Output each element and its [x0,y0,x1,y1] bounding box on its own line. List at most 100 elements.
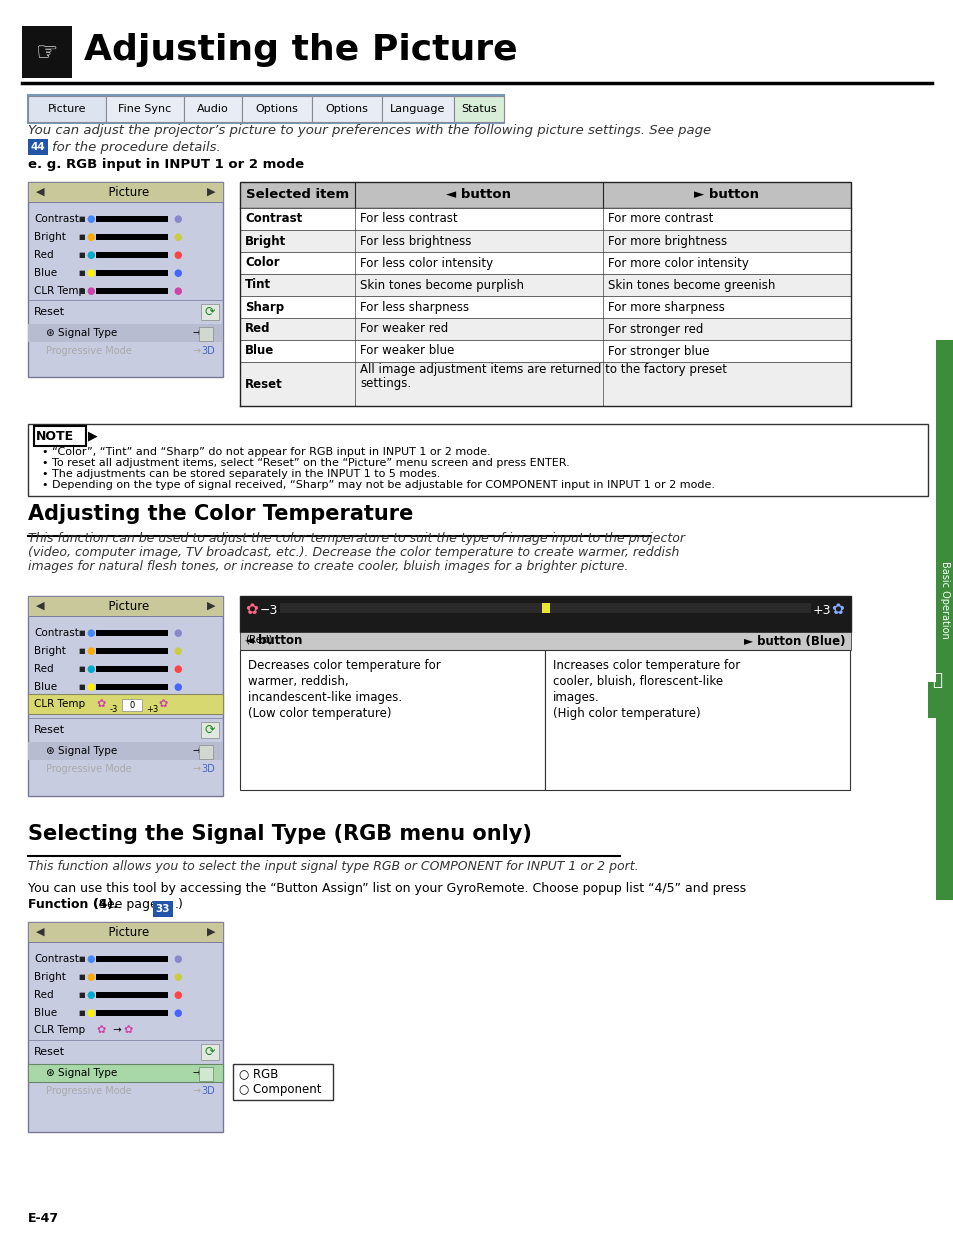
Text: ☞: ☞ [36,41,58,65]
Text: Picture: Picture [101,925,150,939]
Text: ✿: ✿ [158,699,167,709]
Text: (See page: (See page [90,898,162,911]
Text: −3: −3 [260,604,278,616]
Text: ●: ● [87,682,95,692]
Bar [96,288,168,294]
Text: ■: ■ [78,630,85,636]
Text: For more sharpness: For more sharpness [607,300,724,314]
Text: ✿: ✿ [830,603,842,618]
Text: ●: ● [87,990,95,1000]
Text: Skin tones become purplish: Skin tones become purplish [359,279,523,291]
Text: ▶: ▶ [206,601,214,611]
Text: →: → [112,1025,121,1035]
Bar [240,296,850,317]
Bar [96,270,168,275]
Bar [541,603,550,613]
Bar [96,252,168,258]
Bar [201,1044,219,1060]
Text: ■: ■ [78,666,85,672]
Text: CLR Temp: CLR Temp [34,699,85,709]
Text: ●: ● [87,972,95,982]
Text: For stronger blue: For stronger blue [607,345,709,357]
Text: ■: ■ [78,974,85,981]
Bar [240,632,850,650]
Bar [240,650,544,790]
Bar [240,207,850,230]
Text: ●: ● [172,953,181,965]
Bar [34,426,86,446]
Text: (High color temperature): (High color temperature) [553,708,700,720]
Text: ✿: ✿ [96,1025,105,1035]
Text: Progressive Mode: Progressive Mode [46,764,132,774]
Text: warmer, reddish,: warmer, reddish, [248,676,348,688]
Bar [28,597,223,616]
Bar [96,666,168,672]
Bar [96,630,168,636]
Text: →: → [193,1086,201,1095]
Text: ✿: ✿ [123,1025,132,1035]
Text: ●: ● [87,287,95,296]
Text: ■: ■ [78,648,85,655]
Text: ◄ button: ◄ button [446,189,511,201]
Bar [935,340,953,900]
Bar [106,96,184,122]
Text: →: → [193,346,201,356]
Text: ■: ■ [78,1010,85,1016]
Text: (Red): (Red) [245,635,273,645]
Text: Decreases color temperature for: Decreases color temperature for [248,659,440,673]
Text: ●: ● [172,990,181,1000]
Text: ⟳: ⟳ [205,724,215,736]
Text: ◀: ◀ [36,601,45,611]
Bar [28,694,223,714]
Text: Adjusting the Color Temperature: Adjusting the Color Temperature [28,504,413,524]
Bar [28,597,223,797]
Text: Bright: Bright [34,646,66,656]
Text: Status: Status [460,104,497,114]
Text: ✿: ✿ [96,699,105,709]
Text: ▶: ▶ [206,186,214,198]
Bar [96,992,168,998]
Text: ○ Component: ○ Component [239,1083,321,1097]
Text: →: → [193,764,201,774]
Text: ■: ■ [78,216,85,222]
Text: 0: 0 [130,700,134,709]
Text: ▶: ▶ [206,927,214,937]
Text: Fine Sync: Fine Sync [118,104,172,114]
Bar [96,956,168,962]
Bar [28,95,503,124]
Text: Blue: Blue [34,268,57,278]
Text: Function (4).: Function (4). [28,898,118,911]
Text: ⊛ Signal Type: ⊛ Signal Type [46,746,117,756]
Bar [233,1065,333,1100]
Text: ●: ● [172,268,181,278]
Bar [199,745,213,760]
Text: (video, computer image, TV broadcast, etc.). Decrease the color temperature to c: (video, computer image, TV broadcast, et… [28,546,679,559]
Bar [199,1067,213,1081]
Text: Selected item: Selected item [246,189,349,201]
Text: This function allows you to select the input signal type RGB or COMPONENT for IN: This function allows you to select the i… [28,860,638,873]
Text: Progressive Mode: Progressive Mode [46,346,132,356]
Text: Bright: Bright [34,972,66,982]
Text: ●: ● [87,629,95,638]
Text: ✋: ✋ [931,671,941,689]
Text: ► button: ► button [694,189,759,201]
Text: ●: ● [172,232,181,242]
Text: ■: ■ [78,270,85,275]
Text: Picture: Picture [48,104,86,114]
Text: ■: ■ [78,288,85,294]
Text: ◀: ◀ [36,927,45,937]
Bar [122,699,142,711]
Text: Language: Language [390,104,445,114]
Bar [28,182,223,377]
Bar [28,923,223,1132]
Text: ⟳: ⟳ [205,305,215,319]
Text: For more color intensity: For more color intensity [607,257,748,269]
Text: ○ RGB: ○ RGB [239,1067,278,1081]
Text: settings.: settings. [359,378,411,390]
Text: Color: Color [245,257,279,269]
Bar [28,140,48,156]
Text: 3D: 3D [201,1086,214,1095]
Text: ⟳: ⟳ [205,1046,215,1058]
Text: Red: Red [245,322,271,336]
Text: For more brightness: For more brightness [607,235,726,247]
